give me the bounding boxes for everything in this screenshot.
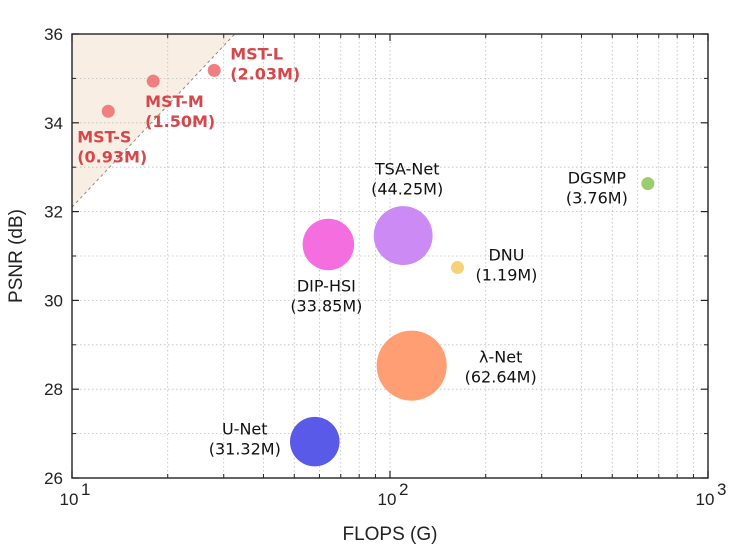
- point-params-label: (62.64M): [465, 368, 537, 387]
- point-label: U-Net: [222, 420, 268, 439]
- point-params-label: (44.25M): [371, 180, 443, 199]
- point-params-label: (1.50M): [145, 112, 215, 131]
- x-tick-label: 10: [378, 490, 397, 509]
- x-tick-label: 10: [696, 490, 715, 509]
- data-point: [146, 74, 160, 88]
- x-tick-exponent: 2: [399, 480, 408, 499]
- point-label: MST-S: [77, 127, 131, 146]
- point-label: MST-L: [230, 44, 283, 63]
- y-tick-label: 30: [44, 291, 63, 310]
- point-params-label: (2.03M): [230, 64, 300, 83]
- point-label: DGSMP: [568, 169, 627, 188]
- point-params-label: (31.32M): [209, 440, 281, 459]
- data-point: [376, 330, 447, 401]
- point-params-label: (3.76M): [566, 189, 628, 208]
- point-label: λ-Net: [479, 348, 522, 367]
- point-label: DNU: [488, 246, 524, 265]
- x-tick-exponent: 3: [717, 480, 726, 499]
- point-label: MST-M: [145, 92, 204, 111]
- data-point: [450, 261, 464, 275]
- data-point: [101, 104, 115, 118]
- point-params-label: (1.19M): [476, 266, 538, 285]
- highlight-boundary: [72, 34, 236, 208]
- y-axis-label: PSNR (dB): [6, 209, 27, 303]
- x-tick-exponent: 1: [81, 480, 90, 499]
- point-params-label: (33.85M): [290, 296, 362, 315]
- y-tick-label: 34: [44, 114, 63, 133]
- point-params-label: (0.93M): [77, 147, 147, 166]
- y-tick-label: 36: [44, 25, 63, 44]
- data-point: [207, 63, 221, 77]
- x-axis-label: FLOPS (G): [342, 524, 437, 545]
- y-tick-label: 26: [44, 469, 63, 488]
- data-point: [373, 206, 433, 266]
- data-point: [641, 177, 655, 191]
- x-tick-label: 10: [60, 490, 79, 509]
- highlight-region: [72, 34, 235, 208]
- y-tick-label: 32: [44, 203, 63, 222]
- y-tick-label: 28: [44, 380, 63, 399]
- data-point: [302, 218, 355, 271]
- data-point: [289, 416, 340, 467]
- point-label: TSA-Net: [374, 160, 440, 179]
- point-label: DIP-HSI: [297, 276, 356, 295]
